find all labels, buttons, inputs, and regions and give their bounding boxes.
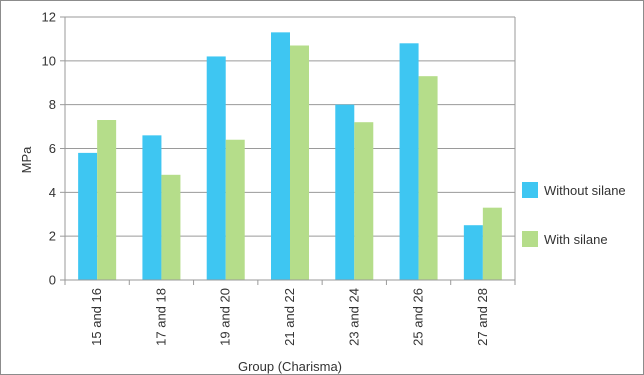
bar-without-silane — [463, 225, 483, 280]
y-tick-labels: 0 2 4 6 8 10 12 — [42, 10, 56, 288]
bar-without-silane — [271, 32, 290, 280]
bar-without-silane — [399, 43, 419, 280]
y-tick-label: 2 — [49, 229, 56, 244]
x-tick-label: 23 and 24 — [346, 288, 361, 346]
bar-without-silane — [142, 135, 162, 280]
legend-label: Without silane — [544, 183, 626, 198]
y-tick-label: 8 — [49, 97, 56, 112]
bar-without-silane — [335, 104, 355, 281]
legend: Without silane With silane — [522, 182, 626, 247]
y-axis-title: MPa — [19, 146, 34, 174]
bar-with-silane — [97, 120, 117, 280]
bar-with-silane — [354, 122, 374, 280]
x-tick-label: 15 and 16 — [89, 288, 104, 346]
legend-swatch — [522, 231, 538, 247]
bar-with-silane — [418, 76, 438, 280]
bar-with-silane — [482, 207, 502, 280]
x-tick-label: 21 and 22 — [282, 288, 297, 346]
y-tick-label: 4 — [49, 185, 56, 200]
x-tick-label: 19 and 20 — [218, 288, 233, 346]
axes — [60, 16, 516, 285]
bars — [78, 32, 502, 281]
bar-without-silane — [206, 56, 226, 281]
x-tick-labels: 15 and 16 17 and 18 19 and 20 21 and 22 23 a… — [89, 288, 490, 346]
x-tick-label: 25 and 26 — [411, 288, 426, 346]
x-axis-title: Group (Charisma) — [238, 359, 342, 374]
bar-with-silane — [225, 139, 245, 280]
bar-with-silane — [290, 45, 309, 280]
bar-with-silane — [161, 174, 181, 280]
x-tick-label: 27 and 28 — [475, 288, 490, 346]
legend-label: With silane — [544, 232, 608, 247]
y-tick-label: 6 — [49, 141, 56, 156]
x-tick-label: 17 and 18 — [153, 288, 168, 346]
bar-without-silane — [78, 152, 98, 280]
y-tick-label: 12 — [42, 10, 56, 25]
y-tick-label: 0 — [49, 273, 56, 288]
y-tick-label: 10 — [42, 53, 56, 68]
legend-swatch — [522, 182, 538, 198]
